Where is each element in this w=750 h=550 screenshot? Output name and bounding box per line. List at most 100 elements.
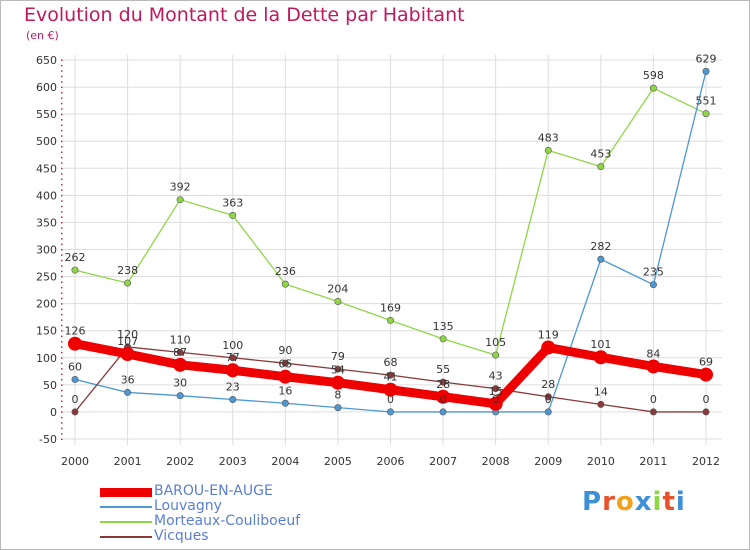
data-label: 392 <box>170 181 191 194</box>
data-point <box>281 359 289 367</box>
y-minor-tick <box>61 292 63 294</box>
y-tick-label: 250 <box>36 271 57 284</box>
data-point <box>229 395 237 403</box>
proxiti-logo: Proxiti <box>582 487 686 517</box>
y-minor-tick <box>61 438 63 440</box>
data-label: 238 <box>117 264 138 277</box>
y-minor-tick <box>61 373 63 376</box>
legend-swatch <box>100 487 152 497</box>
y-minor-tick <box>61 227 63 229</box>
y-minor-tick <box>61 135 63 137</box>
y-minor-tick <box>61 389 63 392</box>
data-label: 0 <box>492 393 499 406</box>
y-minor-tick <box>61 384 63 386</box>
data-point <box>544 408 552 416</box>
data-point <box>229 354 237 362</box>
x-tick-label: 2004 <box>271 455 299 468</box>
data-point <box>383 382 398 397</box>
logo-letter: t <box>662 487 676 517</box>
x-tick-label: 2006 <box>377 455 405 468</box>
y-minor-tick <box>61 59 63 61</box>
x-tick-label: 2011 <box>639 455 667 468</box>
data-label: 483 <box>538 131 559 144</box>
logo-letter: i <box>652 487 663 517</box>
chart-unit-label: (en €) <box>26 29 59 42</box>
data-label: 100 <box>222 339 243 352</box>
data-label: 204 <box>327 282 348 295</box>
y-minor-tick <box>61 400 63 403</box>
data-point <box>68 336 82 351</box>
data-point <box>597 400 605 408</box>
x-tick-label: 2008 <box>482 455 510 468</box>
x-tick-label: 2005 <box>324 455 352 468</box>
data-point <box>71 266 79 274</box>
data-label: 41 <box>384 371 398 384</box>
data-label: 30 <box>173 377 187 390</box>
y-tick-label: 0 <box>50 406 57 419</box>
y-minor-tick <box>61 146 63 148</box>
data-label: 90 <box>278 344 292 357</box>
y-minor-tick <box>61 167 63 170</box>
chart-legend: BAROU-EN-AUGE Louvagny Morteaux-Couliboeuf… <box>100 484 360 544</box>
data-label: 68 <box>384 356 398 369</box>
y-minor-tick <box>61 395 63 397</box>
y-minor-tick <box>61 64 63 67</box>
y-minor-tick <box>61 151 63 154</box>
data-point <box>386 408 394 416</box>
legend-swatch <box>100 521 152 523</box>
y-minor-tick <box>61 184 63 186</box>
data-label: 28 <box>541 378 555 391</box>
data-label: 77 <box>226 351 240 364</box>
data-label: 363 <box>222 196 243 209</box>
logo-letter: o <box>615 487 635 517</box>
y-minor-tick <box>61 249 63 251</box>
legend-label: Morteaux-Couliboeuf <box>154 513 301 529</box>
data-point <box>225 363 240 378</box>
y-minor-tick <box>61 357 63 359</box>
y-minor-tick <box>61 341 63 343</box>
y-minor-tick <box>61 119 63 121</box>
y-minor-tick <box>61 189 63 191</box>
data-point <box>281 399 289 407</box>
data-point <box>488 396 503 411</box>
legend-swatch <box>100 506 152 508</box>
y-minor-tick <box>61 378 63 381</box>
y-minor-tick <box>61 297 63 300</box>
data-point <box>334 404 342 412</box>
y-minor-tick <box>61 351 63 354</box>
y-minor-tick <box>61 416 63 419</box>
data-label: 105 <box>485 336 506 349</box>
y-minor-tick <box>61 108 63 110</box>
legend-swatch <box>100 536 152 538</box>
data-label: 236 <box>275 265 296 278</box>
y-minor-tick <box>61 422 63 424</box>
data-point <box>281 280 289 288</box>
data-point <box>278 369 293 384</box>
y-minor-tick <box>61 102 63 105</box>
data-label: 629 <box>696 52 717 65</box>
data-point <box>71 375 79 383</box>
y-tick-label: 150 <box>36 325 57 338</box>
data-label: 87 <box>173 346 187 359</box>
data-point <box>386 371 394 379</box>
data-label: 0 <box>72 393 79 406</box>
data-label: 55 <box>436 363 450 376</box>
y-minor-tick <box>61 335 63 338</box>
y-minor-tick <box>61 427 63 430</box>
data-label: 0 <box>387 393 394 406</box>
y-minor-tick <box>61 368 63 370</box>
data-point <box>176 392 184 400</box>
data-label: 36 <box>121 373 135 386</box>
data-label: 135 <box>433 320 454 333</box>
y-minor-tick <box>61 91 63 94</box>
x-tick-label: 2010 <box>587 455 615 468</box>
chart-title: Evolution du Montant de la Dette par Hab… <box>24 4 465 26</box>
data-point <box>334 297 342 305</box>
y-minor-tick <box>61 303 63 305</box>
data-label: 120 <box>117 328 138 341</box>
y-minor-tick <box>61 276 63 278</box>
data-label: 551 <box>696 95 717 108</box>
data-label: 79 <box>331 350 345 363</box>
data-label: 15 <box>489 385 503 398</box>
